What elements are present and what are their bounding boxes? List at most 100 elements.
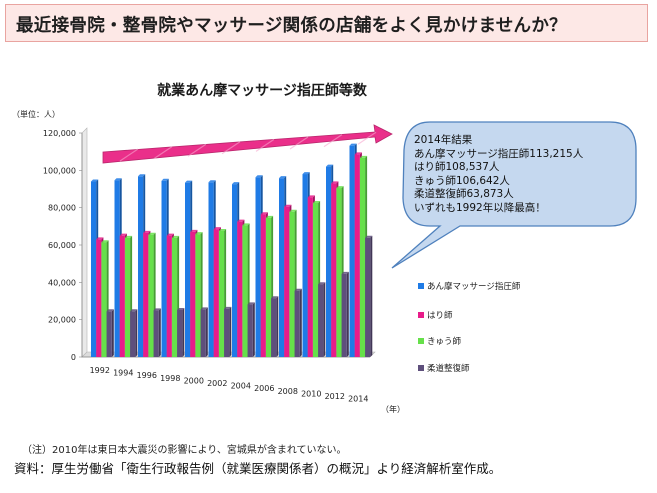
headline-text: 最近接骨院・整骨院やマッサージ関係の店舗をよく見かけませんか？ [16,16,567,36]
bar [224,306,232,357]
bar-top [331,181,339,184]
bar-face [302,174,308,357]
bar-face [119,235,125,357]
bar-top [218,229,227,231]
x-tick-label: 1994 [113,369,133,378]
arrow-stripe [289,136,309,150]
bar-top [161,178,169,181]
bar-top [119,233,127,236]
bar-face [190,231,196,357]
bar-top [260,212,268,215]
bar-top [96,237,104,240]
back-wall [81,127,88,358]
bar [153,308,161,357]
bar-side [158,308,161,357]
bar-face [224,308,230,357]
bar-face [260,214,266,357]
bar-face [255,177,261,357]
bar-top [365,235,373,238]
arrow-stripe [255,138,275,152]
bar-side [276,296,279,357]
callout-line: あん摩マッサージ指圧師113,215人 [414,147,584,160]
bar-top [247,302,255,305]
bar-top [91,179,99,182]
bar [365,235,373,357]
bar [200,307,208,357]
bar-side [205,307,208,357]
bar-top [166,233,174,236]
bar-top [124,235,133,238]
x-tick-label: 1992 [90,366,110,375]
bar-top [130,309,138,312]
unit-label: （単位：人） [12,109,60,119]
bar-face [265,217,272,357]
bar-face [289,211,295,357]
bar-face [208,182,214,357]
bar-face [148,234,154,357]
bar-top [106,309,114,312]
legend-label: 柔道整復師 [427,363,470,374]
bar-top [265,215,274,218]
bar-face [237,221,243,357]
bar-face [124,237,131,357]
x-tick-label: 1998 [160,374,180,383]
bar-chart: 就業あん摩マッサージ指圧師等数 （単位：人） 0 20,000 40,000 60,0… [12,82,637,414]
bar-face [307,197,313,357]
bar-face [341,273,347,357]
bar-face [242,225,248,357]
bar-face [153,310,159,357]
x-axis-unit: （年） [381,404,405,414]
y-tick-label: 0 [71,353,76,362]
bar-top [242,223,250,226]
bar-face [114,180,120,357]
bar-top [171,235,180,238]
y-tick-label: 60,000 [48,241,76,250]
callout-line: いずれも1992年以降最高！ [414,201,546,214]
y-tick-label: 80,000 [48,204,76,213]
x-tick-label: 2008 [278,387,298,396]
bar-top [279,176,287,179]
bar-top [190,229,198,232]
x-tick-label: 2010 [301,389,321,398]
x-tick-label: 1996 [137,371,157,380]
bar-top [318,282,326,285]
y-tick-label: 40,000 [48,278,76,287]
y-tick-label: 100,000 [43,166,76,175]
bar-face [200,309,206,357]
bar-top [195,232,203,235]
arrow-stripe [119,148,139,162]
bar-top [326,164,334,167]
y-tick-label: 20,000 [48,316,76,325]
bar-top [185,180,193,183]
bar-top [101,240,109,243]
bar-side [323,282,326,357]
bar-side [299,288,302,357]
trend-arrow [102,124,393,164]
bar-face [331,183,337,357]
bar-face [177,309,183,357]
bar-side [182,307,185,357]
source-text: 資料：厚生労働省「衛生行政報告例（就業医療関係者）の概況」より経済解析室作成。 [14,461,502,476]
y-tick-label: 120,000 [43,129,76,138]
bar-top [232,182,240,185]
bar-top [336,186,344,189]
callout-line: 柔道整復師63,873人 [414,188,514,200]
bar-top [114,178,122,181]
bar-face [359,157,366,357]
bar-face [284,206,290,357]
bar-top [312,201,321,203]
bar-top [349,143,357,146]
bar-face [336,188,342,357]
bar-face [312,203,319,357]
callout-line: 2014年結果 [414,134,473,146]
bar-face [143,232,149,357]
x-tick-label: 2004 [231,382,251,391]
bar-top [294,288,302,291]
bar-face [294,290,300,357]
legend-label: はり師 [427,310,453,321]
chart-title: 就業あん摩マッサージ指圧師等数 [157,82,368,99]
arrow-stripe [323,134,343,148]
bar-top [307,195,315,198]
bar-face [247,304,253,357]
bar-side [111,309,114,357]
